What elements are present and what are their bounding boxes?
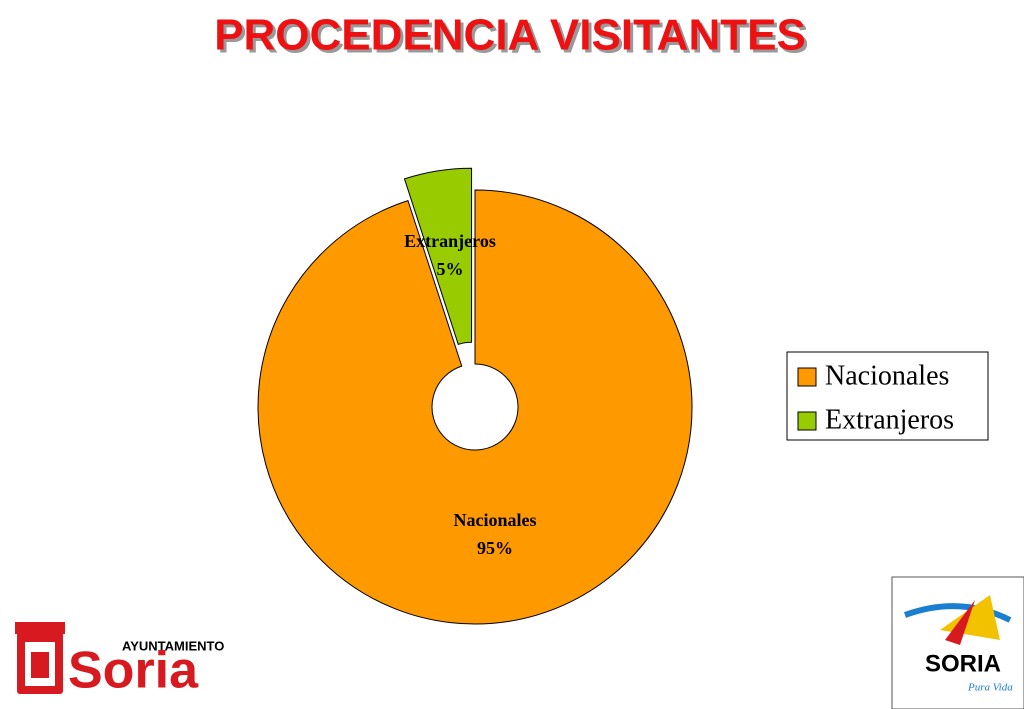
logo-text: AYUNTAMIENTO	[122, 638, 224, 653]
logo-ayuntamiento: AYUNTAMIENTO Soria	[15, 622, 224, 700]
legend-swatch	[797, 411, 817, 431]
logo-crown	[15, 622, 65, 634]
logo-castle	[31, 652, 49, 678]
logo-soria: SORIA Pura Vida	[891, 576, 1024, 709]
donut-slice	[257, 189, 693, 625]
legend-label: Extranjeros	[825, 404, 954, 435]
chart-title: PROCEDENCIA VISITANTES	[214, 11, 806, 60]
legend: Nacionales Extranjeros	[797, 360, 954, 435]
legend-swatch	[797, 367, 817, 387]
legend-label: Nacionales	[825, 360, 949, 391]
donut-slice	[403, 167, 473, 346]
donut: Nacionales 95% Extranjeros 5%	[257, 167, 693, 625]
data-label-value: 95%	[477, 538, 513, 558]
legend-box	[786, 351, 989, 441]
data-label-name: Nacionales	[454, 510, 537, 530]
data-label-name: Extranjeros	[404, 231, 496, 251]
logo-swoosh	[903, 603, 1012, 623]
logo-shape	[945, 600, 975, 645]
logo-text: Pura Vida	[967, 682, 1013, 694]
title-shadow: PROCEDENCIA VISITANTES	[217, 14, 809, 63]
data-label-value: 5%	[437, 259, 464, 279]
logo-text: SORIA	[925, 650, 1001, 677]
logo-text: Soria	[68, 642, 199, 700]
